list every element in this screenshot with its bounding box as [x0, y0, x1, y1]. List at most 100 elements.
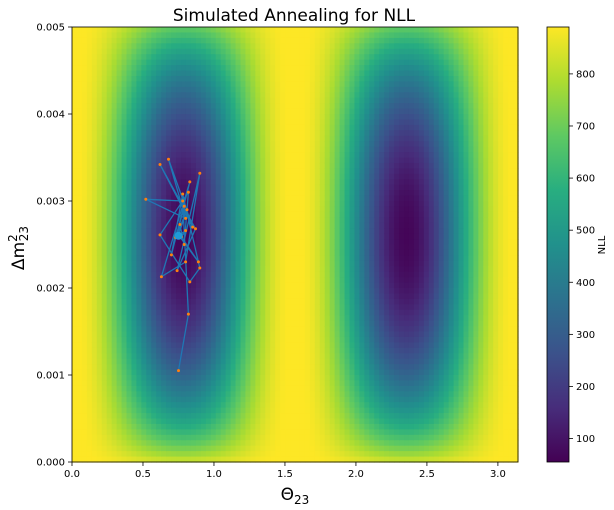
heatmap-cell — [156, 423, 162, 430]
heatmap-cell — [235, 282, 242, 289]
heatmap-cell — [200, 233, 207, 240]
heatmap-cell — [106, 277, 113, 284]
heatmap-cell — [200, 146, 207, 153]
heatmap-cell — [255, 119, 261, 126]
heatmap-cell — [111, 195, 118, 202]
heatmap-cell — [354, 173, 361, 180]
heatmap-cell — [265, 385, 271, 392]
heatmap-cell — [364, 27, 370, 34]
heatmap-cell — [141, 413, 147, 420]
heatmap-cell — [359, 456, 365, 463]
heatmap-cell — [324, 92, 331, 99]
heatmap-cell — [369, 293, 375, 300]
heatmap-cell — [181, 375, 187, 382]
heatmap-cell — [265, 402, 271, 409]
heatmap-cell — [156, 353, 162, 360]
heatmap-cell — [344, 266, 351, 273]
heatmap-cell — [96, 336, 103, 343]
heatmap-cell — [290, 130, 296, 137]
heatmap-cell — [329, 358, 336, 365]
heatmap-cell — [245, 201, 251, 208]
heatmap-cell — [225, 309, 232, 316]
heatmap-cell — [171, 423, 177, 430]
heatmap-cell — [359, 347, 365, 354]
heatmap-cell — [324, 385, 331, 392]
heatmap-cell — [270, 54, 276, 61]
heatmap-cell — [275, 184, 281, 191]
heatmap-cell — [230, 402, 237, 409]
heatmap-cell — [161, 380, 167, 387]
heatmap-cell — [141, 206, 147, 213]
heatmap-cell — [295, 157, 301, 164]
heatmap-cell — [86, 195, 93, 202]
heatmap-cell — [215, 201, 222, 208]
heatmap-cell — [171, 304, 177, 311]
heatmap-cell — [225, 304, 232, 311]
heatmap-cell — [185, 451, 192, 458]
heatmap-cell — [334, 108, 341, 115]
heatmap-cell — [141, 97, 147, 104]
heatmap-cell — [359, 211, 365, 218]
heatmap-cell — [111, 81, 118, 88]
heatmap-cell — [324, 347, 331, 354]
heatmap-cell — [314, 369, 321, 376]
heatmap-cell — [329, 423, 336, 430]
heatmap-cell — [270, 369, 276, 376]
heatmap-cell — [72, 195, 78, 202]
heatmap-cell — [369, 75, 375, 82]
heatmap-cell — [181, 43, 187, 50]
heatmap-cell — [220, 184, 227, 191]
heatmap-cell — [250, 451, 256, 458]
heatmap-cell — [96, 456, 103, 463]
heatmap-cell — [161, 65, 167, 72]
heatmap-cell — [116, 32, 123, 39]
heatmap-cell — [96, 255, 103, 262]
heatmap-cell — [349, 59, 356, 66]
heatmap-cell — [111, 54, 118, 61]
heatmap-cell — [285, 255, 291, 262]
heatmap-cell — [205, 326, 212, 333]
heatmap-cell — [210, 124, 217, 131]
heatmap-cell — [131, 157, 138, 164]
heatmap-cell — [171, 32, 177, 39]
heatmap-cell — [314, 434, 321, 441]
heatmap-cell — [349, 124, 356, 131]
heatmap-cell — [314, 429, 321, 436]
heatmap-cell — [349, 342, 356, 349]
heatmap-cell — [349, 114, 356, 121]
heatmap-cell — [185, 54, 192, 61]
heatmap-cell — [225, 266, 232, 273]
heatmap-cell — [111, 266, 118, 273]
heatmap-cell — [116, 353, 123, 360]
heatmap-cell — [126, 434, 133, 441]
heatmap-cell — [161, 385, 167, 392]
heatmap-cell — [151, 413, 157, 420]
heatmap-cell — [106, 385, 113, 392]
heatmap-cell — [146, 195, 152, 202]
heatmap-cell — [176, 358, 182, 365]
heatmap-cell — [290, 201, 296, 208]
heatmap-cell — [280, 369, 286, 376]
heatmap-cell — [116, 217, 123, 224]
heatmap-cell — [285, 380, 291, 387]
heatmap-cell — [181, 309, 187, 316]
heatmap-cell — [314, 358, 321, 365]
heatmap-cell — [260, 342, 266, 349]
heatmap-cell — [319, 380, 326, 387]
heatmap-cell — [171, 86, 177, 93]
heatmap-cell — [354, 146, 361, 153]
heatmap-cell — [344, 423, 351, 430]
heatmap-cell — [324, 54, 331, 61]
heatmap-cell — [195, 146, 202, 153]
heatmap-cell — [220, 70, 227, 77]
heatmap-cell — [181, 37, 187, 44]
heatmap-cell — [290, 380, 296, 387]
heatmap-cell — [290, 391, 296, 398]
heatmap-cell — [81, 309, 88, 316]
heatmap-cell — [235, 309, 242, 316]
heatmap-cell — [324, 97, 331, 104]
heatmap-cell — [116, 282, 123, 289]
heatmap-cell — [141, 141, 147, 148]
heatmap-cell — [195, 168, 202, 175]
heatmap-cell — [111, 179, 118, 186]
